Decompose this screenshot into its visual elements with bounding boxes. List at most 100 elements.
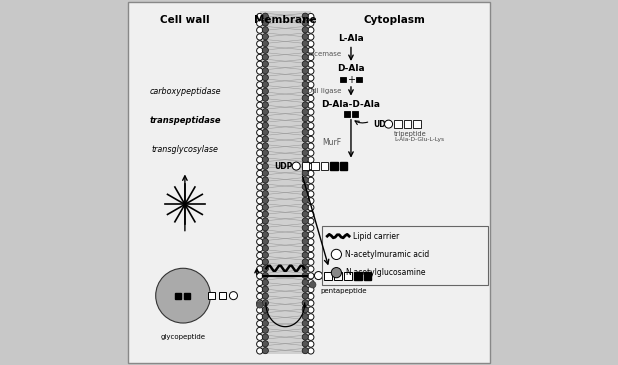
Circle shape — [308, 252, 314, 258]
Text: Membrane: Membrane — [254, 15, 316, 24]
Circle shape — [331, 249, 342, 260]
Circle shape — [256, 75, 263, 81]
Circle shape — [256, 184, 263, 190]
Circle shape — [262, 252, 268, 258]
Circle shape — [308, 14, 314, 20]
Circle shape — [302, 211, 308, 217]
Text: glycopeptide: glycopeptide — [161, 334, 206, 340]
Text: carboxypeptidase: carboxypeptidase — [149, 87, 221, 96]
Bar — [311, 162, 319, 170]
Circle shape — [308, 20, 314, 26]
Circle shape — [302, 81, 308, 88]
Circle shape — [256, 211, 263, 218]
Text: Lipid carrier: Lipid carrier — [353, 232, 399, 241]
Circle shape — [302, 272, 308, 278]
Circle shape — [262, 115, 268, 122]
Circle shape — [262, 293, 268, 299]
Circle shape — [308, 266, 314, 272]
Circle shape — [384, 120, 392, 128]
Circle shape — [302, 320, 308, 326]
Circle shape — [256, 150, 263, 156]
Circle shape — [256, 280, 263, 286]
Text: racemase: racemase — [308, 51, 342, 57]
Bar — [321, 162, 328, 170]
Circle shape — [262, 327, 268, 333]
Circle shape — [308, 211, 314, 218]
Circle shape — [262, 122, 268, 128]
Circle shape — [302, 122, 308, 128]
Circle shape — [302, 279, 308, 285]
Circle shape — [302, 74, 308, 81]
Circle shape — [308, 143, 314, 149]
Bar — [324, 272, 332, 280]
Text: L-Ala: L-Ala — [338, 34, 364, 43]
Circle shape — [256, 123, 263, 129]
Bar — [219, 292, 226, 299]
Circle shape — [262, 177, 268, 183]
Bar — [356, 77, 362, 82]
Circle shape — [262, 286, 268, 292]
Circle shape — [262, 13, 268, 19]
Bar — [208, 292, 215, 299]
Circle shape — [302, 252, 308, 258]
Circle shape — [308, 300, 314, 306]
Bar — [344, 272, 352, 280]
Circle shape — [256, 68, 263, 74]
Circle shape — [308, 198, 314, 204]
Circle shape — [302, 259, 308, 265]
Circle shape — [308, 225, 314, 231]
Circle shape — [262, 47, 268, 53]
Bar — [340, 162, 347, 170]
Circle shape — [308, 273, 314, 279]
Circle shape — [256, 300, 263, 306]
Circle shape — [302, 143, 308, 149]
Circle shape — [256, 252, 263, 258]
Circle shape — [256, 177, 263, 184]
Bar — [352, 111, 358, 117]
Text: D-Ala-D-Ala: D-Ala-D-Ala — [321, 100, 381, 108]
Circle shape — [308, 136, 314, 142]
Circle shape — [302, 68, 308, 74]
Circle shape — [262, 68, 268, 74]
Circle shape — [262, 95, 268, 101]
Circle shape — [315, 272, 323, 280]
Circle shape — [302, 54, 308, 60]
Circle shape — [256, 320, 263, 327]
Text: UDP: UDP — [274, 162, 292, 170]
Circle shape — [262, 61, 268, 67]
Circle shape — [262, 300, 268, 306]
Circle shape — [302, 157, 308, 163]
Circle shape — [256, 102, 263, 108]
Circle shape — [256, 61, 263, 68]
Text: Ddl ligase: Ddl ligase — [308, 88, 342, 94]
Circle shape — [256, 273, 263, 279]
Circle shape — [262, 259, 268, 265]
Circle shape — [308, 88, 314, 95]
Circle shape — [262, 197, 268, 204]
Bar — [354, 272, 362, 280]
Circle shape — [302, 88, 308, 95]
Circle shape — [256, 20, 263, 26]
Bar — [302, 162, 310, 170]
Circle shape — [256, 95, 263, 101]
Circle shape — [262, 279, 268, 285]
Circle shape — [308, 191, 314, 197]
Circle shape — [262, 184, 268, 190]
Circle shape — [308, 327, 314, 334]
Circle shape — [302, 41, 308, 47]
Circle shape — [308, 341, 314, 347]
Circle shape — [256, 259, 263, 265]
Circle shape — [256, 170, 263, 177]
Circle shape — [256, 204, 263, 211]
Circle shape — [262, 314, 268, 320]
Circle shape — [256, 27, 263, 33]
Circle shape — [308, 27, 314, 33]
Circle shape — [256, 239, 263, 245]
Circle shape — [302, 163, 308, 169]
Circle shape — [302, 245, 308, 251]
Circle shape — [302, 307, 308, 313]
Circle shape — [308, 287, 314, 293]
Circle shape — [256, 225, 263, 231]
Circle shape — [262, 74, 268, 81]
Circle shape — [302, 300, 308, 306]
